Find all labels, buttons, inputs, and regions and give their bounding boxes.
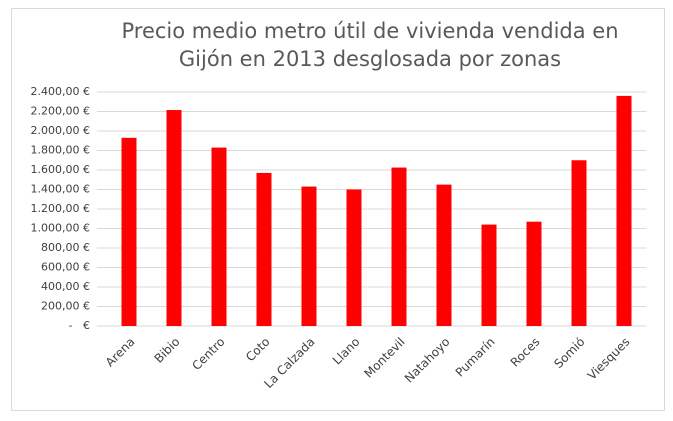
bar — [211, 147, 227, 326]
bar — [166, 110, 182, 326]
y-tick-label: 1.600,00 € — [31, 163, 90, 176]
y-tick-label: 600,00 € — [41, 261, 90, 274]
chart-title: Precio medio metro útil de vivienda vend… — [121, 19, 618, 43]
y-tick-label: - € — [62, 319, 90, 332]
bar — [301, 186, 317, 326]
bar — [616, 95, 632, 327]
y-tick-label: 200,00 € — [41, 300, 90, 313]
y-tick-label: 2.000,00 € — [31, 124, 90, 137]
bar — [391, 167, 407, 326]
bar — [526, 221, 542, 326]
bar — [121, 137, 137, 326]
chart-title: Gijón en 2013 desglosada por zonas — [179, 47, 561, 71]
y-tick-label: 1.200,00 € — [31, 202, 90, 215]
y-tick-label: 1.000,00 € — [31, 222, 90, 235]
y-tick-label: 1.400,00 € — [31, 183, 90, 196]
y-tick-label: 1.800,00 € — [31, 144, 90, 157]
y-tick-label: 800,00 € — [41, 241, 90, 254]
bar — [436, 184, 452, 326]
bar — [571, 160, 587, 326]
bar — [346, 189, 362, 326]
y-tick-label: 400,00 € — [41, 280, 90, 293]
bar — [256, 172, 272, 326]
bar — [481, 224, 497, 326]
y-tick-label: 2.400,00 € — [31, 85, 90, 98]
y-tick-label: 2.200,00 € — [31, 105, 90, 118]
